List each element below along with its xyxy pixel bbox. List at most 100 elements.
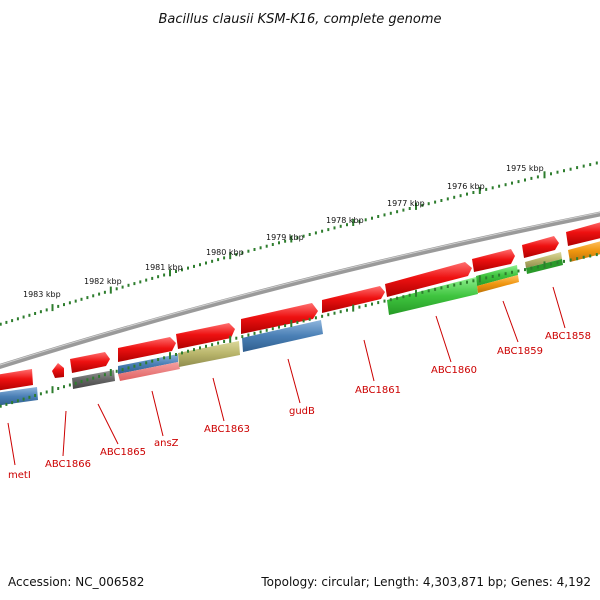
- forward-strand-genes: [0, 222, 600, 391]
- inner-scale-minor-tick: [485, 276, 488, 280]
- leader-line-ansZ: [151, 390, 164, 437]
- inner-scale-major-tick: [169, 352, 171, 360]
- outer-scale-minor-tick: [446, 197, 449, 201]
- leader-line-ABC1858: [552, 286, 566, 329]
- inner-scale-minor-tick: [45, 390, 48, 394]
- kbp-scale-inner: [0, 253, 598, 408]
- inner-scale-minor-tick: [530, 266, 533, 270]
- outer-scale-minor-tick: [563, 169, 565, 173]
- outer-scale-minor-tick: [453, 195, 456, 199]
- inner-scale-minor-tick: [223, 340, 226, 343]
- outer-scale-minor-tick: [358, 219, 361, 223]
- outer-scale-minor-tick: [472, 191, 475, 194]
- kbp-label-1977: 1977 kbp: [387, 199, 425, 208]
- inner-scale-minor-tick: [127, 366, 130, 370]
- outer-scale-minor-tick: [498, 184, 501, 188]
- outer-scale-minor-tick: [0, 322, 2, 326]
- gene-arrow-red: [176, 323, 235, 349]
- outer-scale-minor-tick: [187, 266, 189, 270]
- map-title: Bacillus clausii KSM-K16, complete genom…: [158, 12, 441, 27]
- inner-scale-minor-tick: [472, 279, 475, 283]
- inner-scale-minor-tick: [466, 280, 468, 284]
- leader-line-ABC1859: [502, 300, 519, 343]
- outer-scale-minor-tick: [16, 317, 19, 321]
- outer-scale-minor-tick: [550, 172, 552, 176]
- outer-scale-minor-tick: [217, 258, 220, 262]
- kbp-label-1976: 1976 kbp: [447, 182, 485, 191]
- outer-scale-minor-tick: [396, 210, 399, 214]
- outer-scale-minor-tick: [576, 166, 579, 170]
- outer-scale-minor-tick: [517, 180, 520, 184]
- feature-bar-orange: [477, 275, 519, 293]
- outer-scale-minor-tick: [235, 253, 238, 257]
- inner-scale-minor-tick: [175, 353, 177, 356]
- leader-line-ABC1866: [62, 410, 67, 457]
- outer-scale-minor-tick: [582, 164, 585, 168]
- gene-label-ABC1865: ABC1865: [100, 447, 146, 458]
- inner-scale-minor-tick: [459, 282, 462, 286]
- inner-scale-minor-tick: [589, 254, 592, 258]
- outer-scale-major-tick: [290, 235, 293, 243]
- inner-scale-minor-tick: [145, 361, 148, 365]
- outer-scale-minor-tick: [139, 280, 142, 284]
- inner-scale-minor-tick: [163, 356, 166, 360]
- outer-scale-minor-tick: [98, 292, 101, 296]
- inner-scale-minor-tick: [389, 298, 392, 302]
- outer-scale-minor-tick: [421, 203, 424, 207]
- inner-scale-minor-tick: [569, 258, 572, 262]
- inner-scale-minor-tick: [205, 344, 207, 348]
- inner-scale-minor-tick: [63, 385, 65, 389]
- feature-bar-pink: [118, 362, 180, 381]
- inner-scale-major-tick: [415, 289, 417, 297]
- inner-scale-minor-tick: [427, 289, 430, 293]
- topology-text: Topology: circular; Length: 4,303,871 bp…: [260, 575, 591, 589]
- outer-scale-major-tick: [352, 219, 355, 226]
- outer-scale-minor-tick: [39, 310, 42, 314]
- inner-scale-minor-tick: [308, 317, 311, 321]
- outer-scale-minor-tick: [595, 161, 598, 165]
- outer-scale-minor-tick: [427, 202, 430, 206]
- outer-scale-minor-tick: [408, 207, 411, 210]
- inner-scale-minor-tick: [74, 381, 77, 385]
- gene-arrow-red: [566, 222, 600, 246]
- inner-scale-minor-tick: [80, 380, 83, 383]
- gene-arrow-red: [52, 363, 64, 378]
- inner-scale-minor-tick: [98, 374, 101, 378]
- outer-scale-minor-tick: [193, 264, 195, 268]
- outer-scale-minor-tick: [569, 167, 572, 171]
- gene-arrow-red: [385, 262, 472, 297]
- inner-scale-minor-tick: [327, 313, 330, 317]
- outer-scale-major-tick: [169, 269, 171, 277]
- inner-scale-minor-tick: [517, 269, 520, 273]
- inner-scale-minor-tick: [284, 324, 287, 328]
- outer-scale-minor-tick: [259, 246, 262, 250]
- outer-scale-minor-tick: [504, 183, 507, 187]
- inner-scale-minor-tick: [187, 349, 189, 353]
- inner-scale-minor-tick: [434, 287, 437, 291]
- inner-scale-minor-tick: [504, 272, 507, 276]
- outer-scale-minor-tick: [265, 244, 268, 248]
- outer-scale-minor-tick: [151, 276, 154, 280]
- outer-scale-minor-tick: [80, 297, 83, 301]
- gene-label-ABC1858: ABC1858: [545, 331, 591, 342]
- inner-scale-minor-tick: [217, 341, 220, 345]
- kbp-scale-outer: [0, 161, 598, 326]
- accession-text: Accession: NC_006582: [8, 575, 144, 589]
- gene-label-ABC1861: ABC1861: [355, 385, 401, 396]
- inner-scale-minor-tick: [193, 348, 195, 352]
- outer-scale-minor-tick: [57, 304, 60, 308]
- inner-scale-minor-tick: [259, 330, 262, 334]
- inner-scale-minor-tick: [133, 364, 136, 368]
- feature-bar-olive: [525, 252, 562, 268]
- outer-scale-minor-tick: [377, 215, 380, 218]
- outer-scale-minor-tick: [45, 308, 48, 312]
- feature-bar-olive: [178, 341, 240, 367]
- inner-scale-minor-tick: [151, 359, 154, 363]
- outer-scale-minor-tick: [63, 303, 65, 307]
- inner-scale-minor-tick: [211, 343, 214, 347]
- inner-scale-minor-tick: [358, 305, 361, 309]
- inner-scale-minor-tick: [321, 314, 324, 318]
- outer-scale-major-tick: [543, 171, 546, 179]
- outer-scale-major-tick: [229, 252, 232, 260]
- gene-arrow-red: [241, 303, 318, 334]
